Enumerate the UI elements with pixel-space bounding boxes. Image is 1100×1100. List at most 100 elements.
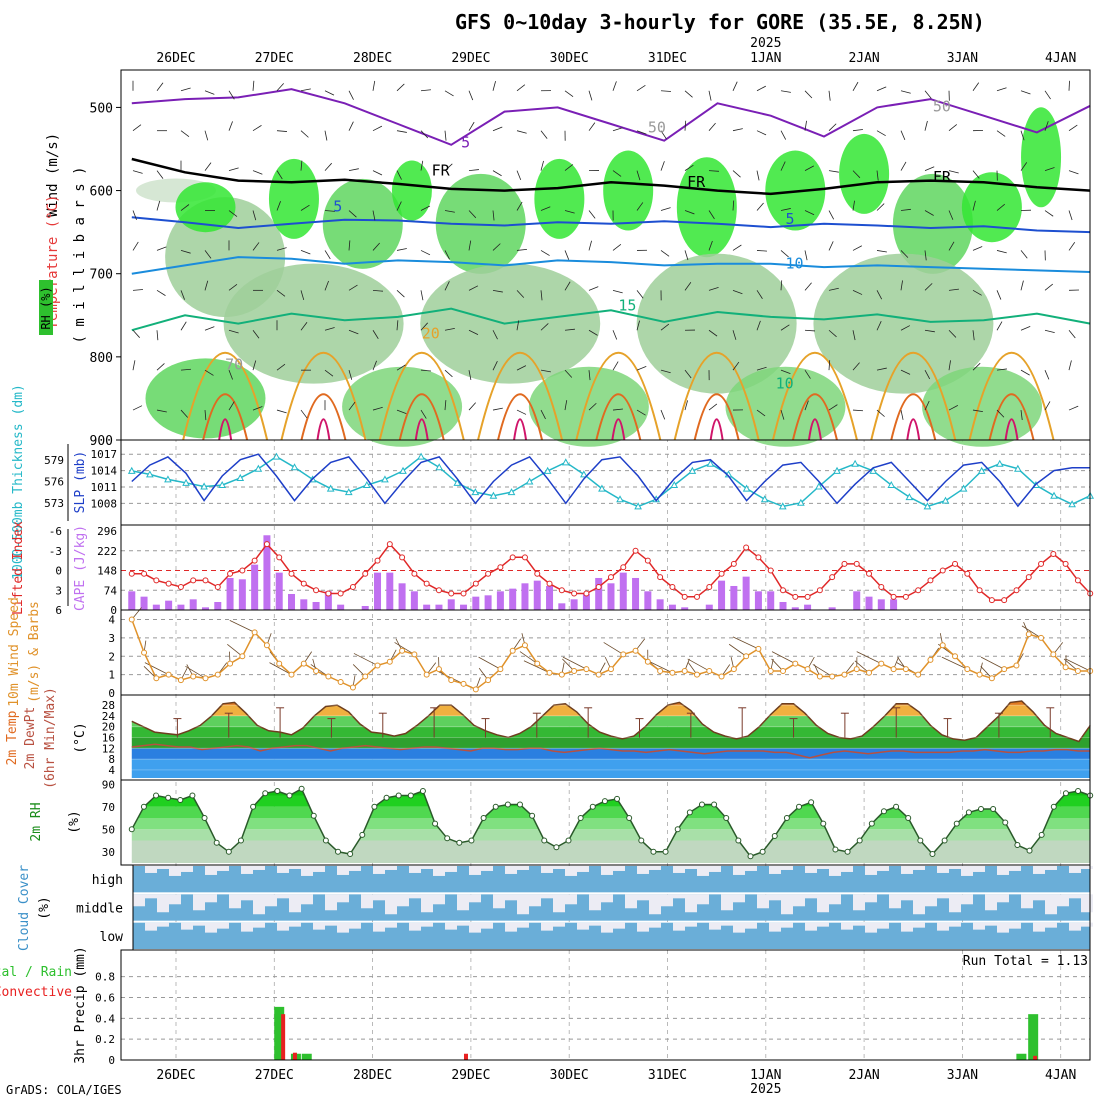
cloud-gap: [169, 894, 181, 905]
thickness-line-marker: [218, 481, 227, 489]
wind-barb: [444, 90, 454, 97]
wind-barb: [1044, 370, 1050, 380]
cape-tick-label: 222: [97, 545, 117, 558]
wind-barb: [204, 250, 212, 259]
wind-barb: [396, 290, 405, 298]
cloud-gap: [973, 866, 985, 872]
thickness-line-marker: [507, 488, 516, 496]
cloud-gap: [469, 866, 481, 875]
rh-line-marker: [480, 815, 487, 821]
precip-tick-label: 0: [108, 1054, 115, 1067]
wind-speed-line-marker: [952, 653, 959, 660]
wind-barb: [708, 287, 719, 291]
cloud-gap: [553, 922, 565, 927]
cloud-gap: [577, 922, 589, 930]
rh-line-marker: [541, 837, 548, 844]
wind-barb: [132, 329, 140, 338]
wind-barb: [348, 168, 359, 171]
wind-barb: [1044, 121, 1049, 131]
thickness-line-marker: [616, 495, 624, 503]
wind-barb: [1020, 410, 1023, 421]
rh-line-marker: [274, 788, 281, 794]
cloud-gap: [901, 866, 913, 874]
thickness-line-marker: [688, 466, 697, 474]
lifted-index-line-marker: [374, 557, 381, 564]
wind-barb: [636, 366, 647, 371]
cloud-gap: [781, 894, 793, 915]
wind-barb: [492, 126, 503, 132]
wind-barb: [468, 240, 472, 251]
cape-bar: [165, 600, 173, 610]
wind-barb: [156, 363, 165, 371]
wind-speed-line-marker: [227, 660, 234, 667]
cloud-gap: [769, 922, 781, 932]
wind-barb: [1020, 162, 1028, 171]
wind-speed-line-marker: [1062, 664, 1069, 671]
wind-barb: [1068, 329, 1076, 339]
wind-barb: [540, 206, 551, 211]
wind-speed-line-marker: [1074, 667, 1081, 674]
lifted-index-line-marker: [411, 570, 418, 577]
rh-band: [131, 840, 1090, 863]
cloud-gap: [409, 922, 421, 931]
cape-bar: [238, 579, 246, 610]
precip-tick-label: 0.8: [95, 971, 115, 984]
wind-barb: [660, 250, 670, 257]
cloud-gap: [301, 866, 313, 876]
wind-barb-10m: [1021, 625, 1042, 639]
cape-bar: [460, 604, 468, 610]
wind-speed-line-marker: [780, 667, 787, 674]
cloud-gap: [721, 894, 733, 911]
wind-barb: [300, 322, 308, 331]
cloud-gap: [421, 894, 433, 913]
contour-label: FR: [933, 168, 952, 186]
rh-line-marker: [929, 851, 936, 857]
grads-credit: GrADS: COLA/IGES: [6, 1083, 122, 1097]
wind-barb: [996, 409, 1005, 418]
wind-barb: [732, 330, 737, 340]
cloud-gap: [1069, 866, 1081, 873]
wind-barb: [660, 161, 665, 171]
wind-barb: [948, 210, 954, 220]
rh-shading: [961, 172, 1022, 243]
wind-barb: [516, 170, 522, 181]
cape-bar: [226, 577, 234, 610]
wind-barb: [300, 250, 311, 255]
rh-shading: [813, 253, 994, 394]
wind-barb: [900, 250, 909, 258]
isotherm-arch-25: [300, 393, 347, 441]
wind-barb: [684, 282, 692, 291]
wind-barb: [372, 210, 376, 221]
cape-tick-label: 0: [110, 604, 117, 617]
wind-barb: [444, 250, 450, 260]
cloud-gap: [409, 894, 421, 899]
wind-barb: [660, 130, 667, 140]
cloud-gap: [1033, 922, 1045, 932]
ylabel-thickness: 1000-500mb Thickness (dm): [11, 384, 26, 580]
wind-speed-line-marker: [902, 666, 909, 673]
wind-barb: [324, 130, 328, 141]
cape-bar: [423, 604, 431, 610]
wind-barb: [612, 170, 622, 177]
precip-frame: [120, 949, 1091, 1061]
wind-barb: [612, 243, 622, 251]
wind-barb: [276, 409, 287, 414]
wind-speed-line-marker: [841, 671, 848, 678]
wind-barb: [636, 85, 646, 92]
cloud-gap: [325, 894, 337, 911]
lifted-index-line-marker: [288, 570, 295, 577]
wind-barb: [252, 360, 257, 371]
lifted-index-line-marker: [251, 557, 258, 564]
contour-label: 10: [776, 374, 794, 392]
cloud-gap: [937, 866, 949, 873]
cloud-gap: [133, 894, 145, 907]
wind-barb: [924, 400, 930, 411]
isotherm-arch-25: [791, 393, 838, 441]
thickness-line-marker: [417, 452, 425, 460]
date-label-top: 29DEC: [451, 51, 490, 66]
rh-shading: [342, 366, 463, 447]
cape-bar: [398, 583, 406, 610]
cloud-gap: [805, 866, 817, 873]
wind-barb-10m: [227, 643, 243, 657]
